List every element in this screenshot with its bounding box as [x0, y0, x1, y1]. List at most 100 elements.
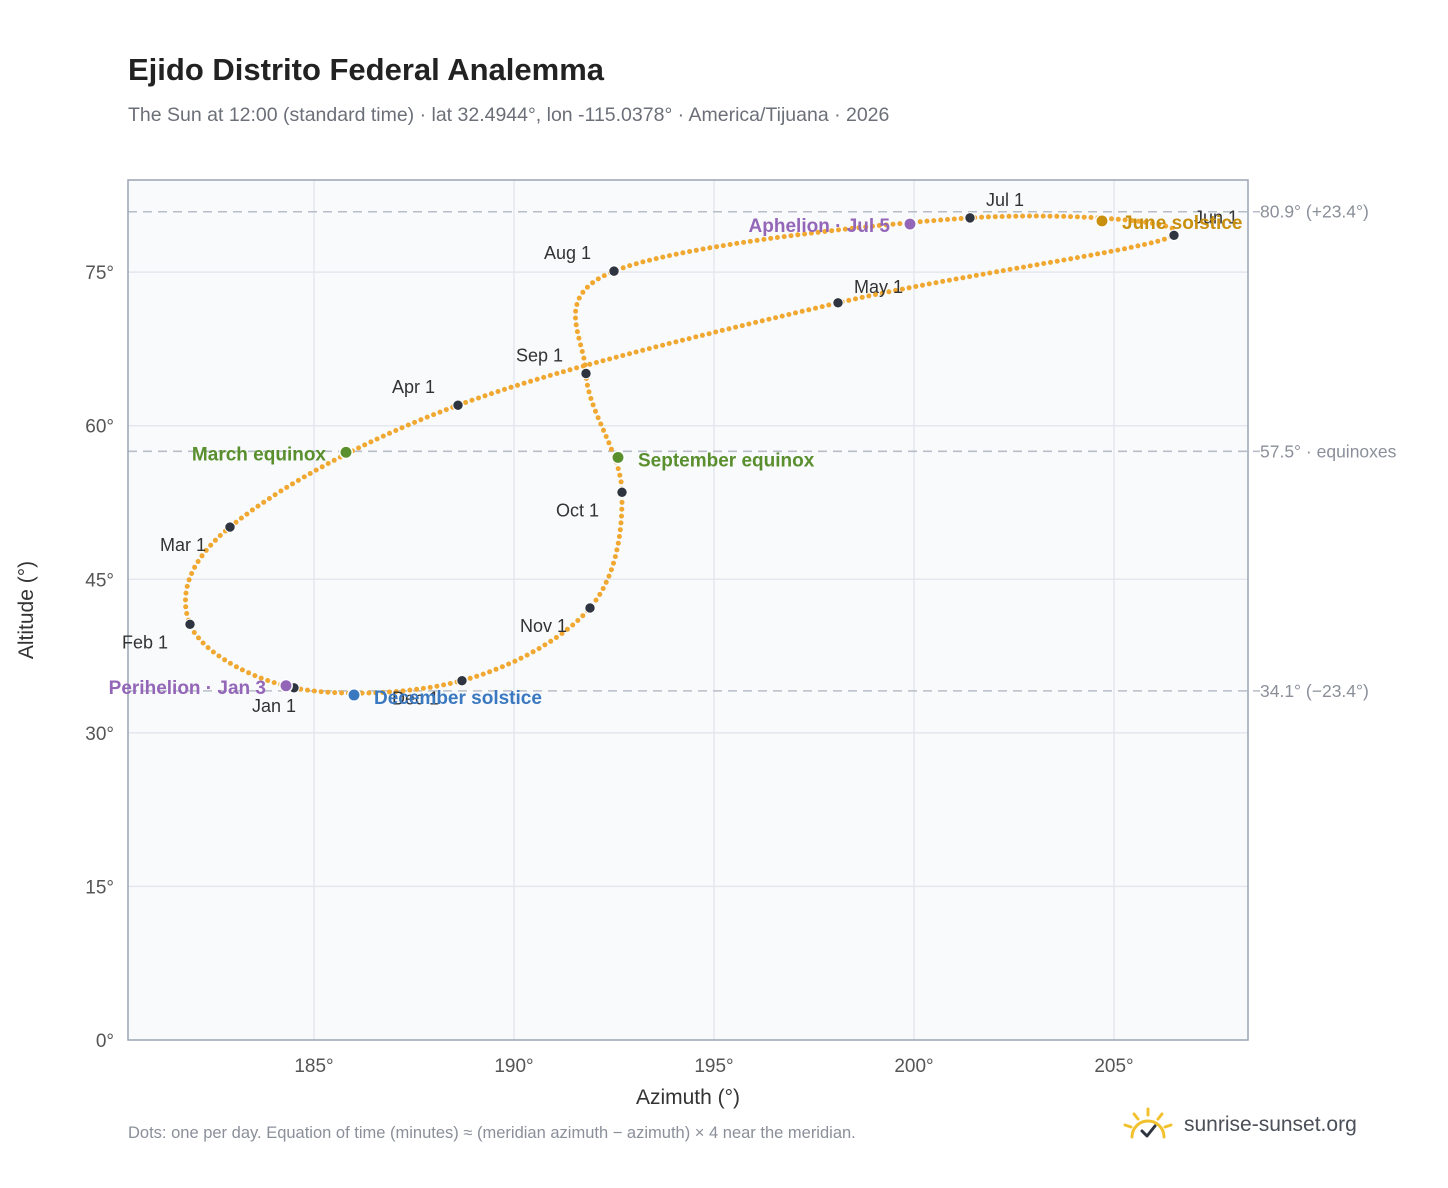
- daily-sun-dot: [853, 296, 858, 302]
- daily-sun-dot: [582, 362, 588, 368]
- daily-sun-dot: [567, 367, 573, 373]
- daily-sun-dot: [987, 270, 993, 276]
- daily-sun-dot: [570, 622, 576, 628]
- daily-sun-dot: [1054, 213, 1060, 219]
- daily-sun-dot: [216, 653, 222, 659]
- daily-sun-dot: [899, 286, 905, 292]
- daily-sun-dot: [614, 547, 620, 553]
- daily-sun-dot: [666, 341, 672, 346]
- daily-sun-dot: [431, 412, 437, 418]
- daily-sun-dot: [1101, 250, 1107, 256]
- month-marker-dot: [224, 521, 236, 533]
- daily-sun-dot: [205, 645, 211, 651]
- daily-sun-dot: [217, 533, 223, 538]
- daily-sun-dot: [967, 274, 973, 280]
- daily-sun-dot: [575, 618, 581, 623]
- daily-sun-dot: [945, 217, 950, 222]
- daily-sun-dot: [574, 302, 580, 307]
- event-label: March equinox: [192, 444, 327, 465]
- daily-sun-dot: [866, 293, 872, 299]
- daily-sun-dot: [813, 305, 818, 311]
- daily-sun-dot: [826, 302, 832, 308]
- daily-sun-dot: [1074, 214, 1080, 220]
- daily-sun-dot: [616, 534, 622, 539]
- daily-sun-dot: [618, 520, 624, 526]
- daily-sun-dot: [212, 537, 218, 543]
- daily-sun-dot: [424, 414, 430, 420]
- daily-sun-dot: [836, 227, 841, 233]
- daily-sun-dot: [1169, 225, 1175, 231]
- daily-sun-dot: [183, 590, 189, 596]
- daily-sun-dot: [606, 573, 612, 579]
- daily-sun-dot: [580, 613, 586, 619]
- daily-sun-dot: [653, 344, 659, 350]
- month-markers: Jan 1 Feb 1 Mar 1 Apr 1 May 1 Jun 1 Jul 1 Aug 1…: [122, 190, 1238, 716]
- daily-sun-dot: [184, 611, 190, 616]
- brand-logo[interactable]: sunrise-sunset.org: [1120, 1100, 1357, 1150]
- daily-sun-dot: [774, 235, 780, 240]
- daily-sun-dot: [547, 372, 553, 378]
- daily-sun-dot: [693, 247, 699, 253]
- daily-sun-dot: [1128, 244, 1134, 250]
- x-tick-label: 190°: [494, 1056, 533, 1077]
- daily-sun-dot: [946, 277, 952, 283]
- daily-sun-dot: [619, 506, 625, 512]
- footnote: Dots: one per day. Equation of time (min…: [128, 1124, 856, 1142]
- daily-sun-dot: [368, 439, 374, 445]
- daily-sun-dot: [593, 597, 599, 603]
- event-label: Aphelion · Jul 5: [749, 216, 891, 237]
- daily-sun-dot: [617, 527, 623, 533]
- event-marker-dot: [347, 688, 361, 702]
- daily-sun-dot: [590, 402, 596, 408]
- daily-sun-dot: [863, 224, 869, 230]
- daily-sun-dot: [660, 254, 666, 260]
- daily-sun-dot: [536, 646, 542, 651]
- daily-sun-dot: [553, 635, 559, 640]
- daily-sun-dot: [427, 684, 433, 690]
- daily-sun-dot: [699, 332, 705, 338]
- daily-sun-dot: [779, 313, 785, 319]
- y-tick-label: 0°: [96, 1031, 114, 1052]
- daily-sun-dot: [238, 515, 244, 521]
- daily-sun-dot: [210, 649, 216, 655]
- x-axis-label: Azimuth (°): [636, 1086, 740, 1109]
- daily-sun-dot: [829, 228, 835, 234]
- daily-sun-dot: [793, 310, 798, 316]
- daily-sun-dot: [441, 682, 447, 688]
- axis-ticks: 185° 190° 195° 200° 205° 0° 15° 30° 45° 60° 75°: [85, 263, 1133, 1077]
- daily-sun-dot: [1122, 217, 1128, 223]
- month-marker-dot: [584, 602, 596, 614]
- daily-sun-dot: [1156, 222, 1162, 227]
- daily-sun-dot: [530, 649, 536, 655]
- daily-sun-dot: [1040, 213, 1046, 219]
- daily-sun-dot: [1129, 218, 1135, 224]
- daily-sun-dot: [673, 339, 679, 345]
- daily-sun-dot: [578, 342, 584, 348]
- daily-sun-dot: [443, 407, 449, 413]
- daily-sun-dot: [802, 231, 808, 237]
- daily-sun-dot: [883, 222, 889, 228]
- daily-sun-dot: [924, 218, 930, 224]
- daily-sun-dot: [597, 591, 603, 597]
- daily-sun-dot: [1021, 264, 1026, 270]
- daily-sun-dot: [356, 445, 362, 451]
- daily-sun-dot: [499, 664, 505, 670]
- x-tick-label: 195°: [694, 1056, 733, 1077]
- daily-sun-dot: [788, 233, 794, 239]
- daily-sun-dot: [603, 434, 609, 439]
- daily-sun-dot: [502, 386, 507, 392]
- daily-sun-dot: [890, 221, 896, 227]
- daily-sun-dot: [1115, 216, 1121, 222]
- daily-sun-dot: [773, 315, 779, 321]
- daily-sun-dot: [1068, 214, 1073, 220]
- daily-sun-dot: [620, 353, 626, 358]
- daily-sun-dot: [1020, 213, 1026, 219]
- daily-sun-dot: [647, 257, 652, 263]
- daily-sun-dot: [227, 660, 233, 666]
- daily-sun-dot: [1047, 213, 1053, 219]
- daily-sun-dot: [239, 667, 245, 673]
- daily-sun-dot: [906, 285, 912, 291]
- month-marker-label: Mar 1: [160, 535, 206, 555]
- daily-sun-dot: [633, 349, 639, 355]
